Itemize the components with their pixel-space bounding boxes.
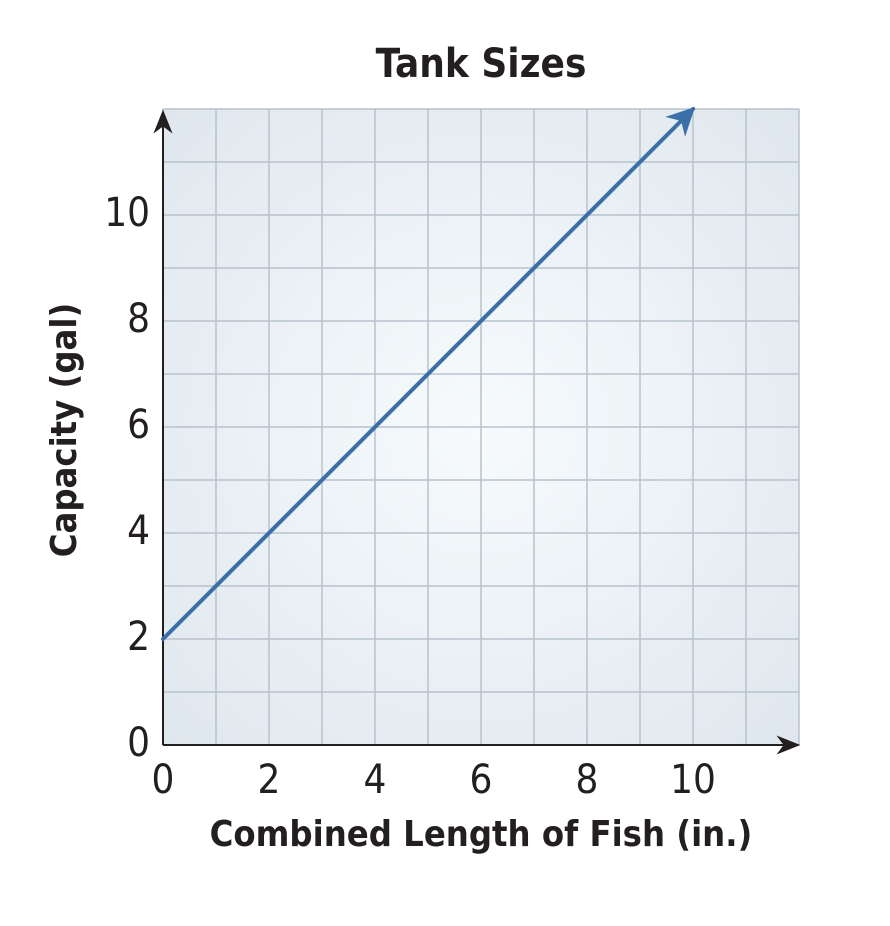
y-tick-label: 0 — [127, 720, 150, 766]
x-tick-label: 8 — [576, 757, 599, 803]
x-axis-label: Combined Length of Fish (in.) — [210, 814, 753, 855]
x-tick-label: 0 — [152, 757, 175, 803]
x-tick-label: 2 — [258, 757, 281, 803]
y-tick-label: 2 — [127, 614, 150, 660]
y-axis-label: Capacity (gal) — [44, 303, 85, 558]
x-tick-label: 6 — [470, 757, 493, 803]
chart-title: Tank Sizes — [376, 41, 587, 87]
y-tick-label: 4 — [127, 508, 150, 554]
data-line — [161, 107, 695, 641]
x-tick-label: 4 — [364, 757, 387, 803]
y-tick-label: 6 — [127, 402, 150, 448]
y-tick-label: 8 — [127, 296, 150, 342]
x-tick-label: 10 — [670, 757, 716, 803]
y-tick-label: 10 — [104, 190, 150, 236]
